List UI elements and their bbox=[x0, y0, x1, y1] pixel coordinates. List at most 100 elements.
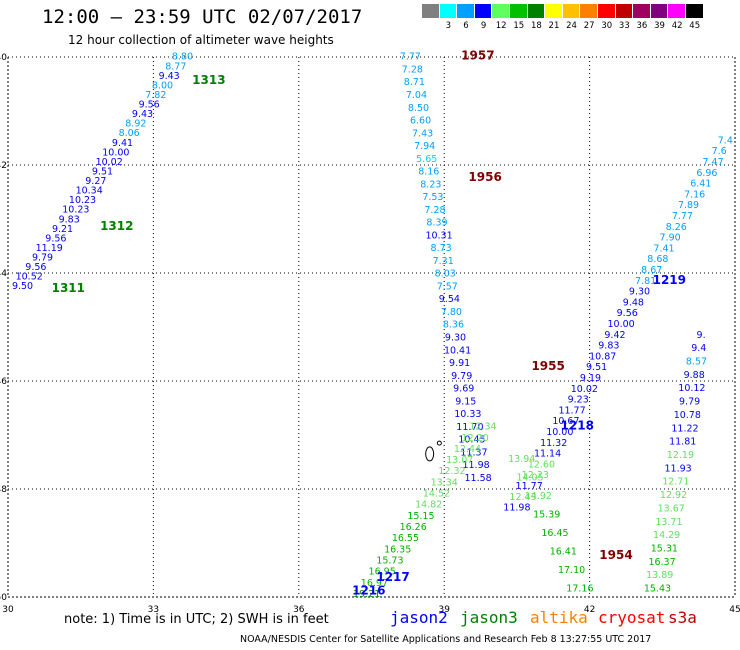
track-time-label: 1957 bbox=[461, 49, 494, 63]
wave-height-value: 8.16 bbox=[418, 167, 439, 178]
wave-height-value: 9.79 bbox=[32, 253, 53, 264]
wave-height-value: 15.43 bbox=[644, 584, 671, 595]
wave-height-value: 8.03 bbox=[435, 269, 456, 280]
x-tick-label: 45 bbox=[729, 605, 740, 615]
wave-height-value: 6.41 bbox=[690, 179, 711, 190]
wave-height-value: 10.52 bbox=[16, 272, 43, 283]
wave-height-value: 7.57 bbox=[437, 281, 458, 292]
wave-height-value: 16.26 bbox=[400, 522, 427, 533]
wave-height-value: 10.34 bbox=[76, 186, 103, 197]
wave-height-value: 8.73 bbox=[431, 243, 452, 254]
wave-height-value: 8.71 bbox=[404, 77, 425, 88]
x-tick-label: 36 bbox=[293, 605, 305, 615]
wave-height-value: 10.45 bbox=[458, 435, 485, 446]
wave-height-value: 15.73 bbox=[376, 556, 403, 567]
wave-height-value: 11.19 bbox=[36, 243, 63, 254]
wave-height-value: 13.94 bbox=[508, 454, 535, 465]
legend-label: 33 bbox=[618, 21, 630, 31]
legend-swatch bbox=[615, 4, 634, 18]
legend-cell bbox=[422, 4, 440, 31]
wave-height-value: 10.67 bbox=[552, 416, 579, 427]
legend-label: 6 bbox=[463, 21, 469, 31]
legend-cell: 21 bbox=[545, 4, 563, 31]
wave-height-value: 14.52 bbox=[423, 489, 450, 500]
wave-height-value: 9.19 bbox=[580, 373, 601, 384]
wave-height-value: 16.45 bbox=[541, 528, 568, 539]
wave-height-value: 9.43 bbox=[159, 71, 180, 82]
y-tick-label: -44 bbox=[0, 269, 7, 279]
wave-height-value: 11.58 bbox=[465, 473, 492, 484]
legend-cell: 18 bbox=[527, 4, 546, 31]
wave-height-value: 16.41 bbox=[550, 547, 577, 558]
y-tick-label: -48 bbox=[0, 485, 7, 495]
mission-jason2: jason2 bbox=[390, 608, 448, 627]
wave-height-value: 12.19 bbox=[667, 450, 694, 461]
legend-swatch bbox=[580, 4, 598, 18]
legend-swatch bbox=[509, 4, 528, 18]
wave-height-value: 12.71 bbox=[662, 477, 689, 488]
legend-swatch bbox=[439, 4, 458, 18]
legend-swatch bbox=[422, 4, 440, 18]
wave-height-value: 12.44 bbox=[454, 444, 481, 455]
legend-label: 45 bbox=[689, 21, 701, 31]
y-tick-label: -46 bbox=[0, 377, 7, 387]
wave-height-value: 9.50 bbox=[12, 281, 33, 292]
wave-height-value: 9.42 bbox=[604, 330, 625, 341]
wave-height-value: 10.41 bbox=[444, 345, 471, 356]
legend-label: 12 bbox=[495, 21, 507, 31]
legend-swatch bbox=[668, 4, 686, 18]
wave-height-value: 17.16 bbox=[566, 584, 593, 595]
wave-height-value: 8.23 bbox=[420, 179, 441, 190]
wave-height-value: 9.48 bbox=[623, 297, 644, 308]
wave-height-value: 11.32 bbox=[540, 438, 567, 449]
y-tick-label: -42 bbox=[0, 161, 7, 171]
wave-height-value: 11.14 bbox=[534, 449, 561, 460]
wave-height-value: 7.77 bbox=[672, 211, 693, 222]
legend-cell: 24 bbox=[562, 4, 581, 31]
wave-height-value: 8.06 bbox=[119, 128, 140, 139]
credit-line: NOAA/NESDIS Center for Satellite Applica… bbox=[240, 634, 652, 645]
wave-height-value: 12.20 bbox=[462, 433, 489, 444]
wave-height-value: 11.81 bbox=[669, 437, 696, 448]
wave-height-value: 15.39 bbox=[533, 510, 560, 521]
chart-subtitle: 12 hour collection of altimeter wave hei… bbox=[68, 33, 334, 47]
wave-height-value: 9.83 bbox=[59, 214, 80, 225]
legend-label: 39 bbox=[654, 21, 665, 31]
wave-height-value: 10.02 bbox=[571, 384, 598, 395]
island-outline bbox=[425, 446, 435, 462]
mission-jason3: jason3 bbox=[460, 608, 518, 627]
wave-height-value: 9.91 bbox=[449, 358, 470, 369]
wave-height-value: 13.07 bbox=[446, 455, 473, 466]
wave-height-value: 9.56 bbox=[139, 100, 160, 111]
legend-cell: 9 bbox=[474, 4, 493, 31]
wave-height-value: 10.00 bbox=[546, 427, 573, 438]
track-time-label: 1216 bbox=[352, 583, 385, 597]
track-time-label: 1313 bbox=[192, 73, 225, 87]
island-outline-small bbox=[436, 440, 442, 446]
wave-height-value: 8.68 bbox=[647, 254, 668, 265]
wave-height-value: 10.23 bbox=[69, 195, 96, 206]
track-time-label: 1219 bbox=[653, 273, 686, 287]
wave-height-value: 7.53 bbox=[422, 192, 443, 203]
legend-swatch bbox=[562, 4, 581, 18]
track-time-label: 1311 bbox=[52, 281, 85, 295]
wave-height-value: 19.21 bbox=[353, 589, 380, 600]
wave-height-value: 9.54 bbox=[439, 294, 460, 305]
wave-height-value: 9.56 bbox=[25, 262, 46, 273]
legend-label: 24 bbox=[566, 21, 577, 31]
wave-height-value: 9.21 bbox=[52, 224, 73, 235]
wave-height-value: 9.30 bbox=[445, 333, 466, 344]
wave-height-value: 14.92 bbox=[525, 491, 552, 502]
wave-height-value: 10.23 bbox=[62, 205, 89, 216]
wave-height-value: 9.51 bbox=[92, 166, 113, 177]
wave-height-value: 12.60 bbox=[528, 459, 555, 470]
wave-height-value: 12.32 bbox=[438, 466, 465, 477]
wave-height-value: 13.89 bbox=[646, 570, 673, 581]
wave-height-value: 9.23 bbox=[568, 395, 589, 406]
legend-cell: 15 bbox=[509, 4, 528, 31]
wave-height-value: 7.04 bbox=[406, 90, 427, 101]
wave-height-value: 9.41 bbox=[112, 138, 133, 149]
track-time-label: 1312 bbox=[100, 219, 133, 233]
wave-height-value: 9.83 bbox=[598, 341, 619, 352]
chart-title: 12:00 – 23:59 UTC 02/07/2017 bbox=[42, 6, 363, 28]
